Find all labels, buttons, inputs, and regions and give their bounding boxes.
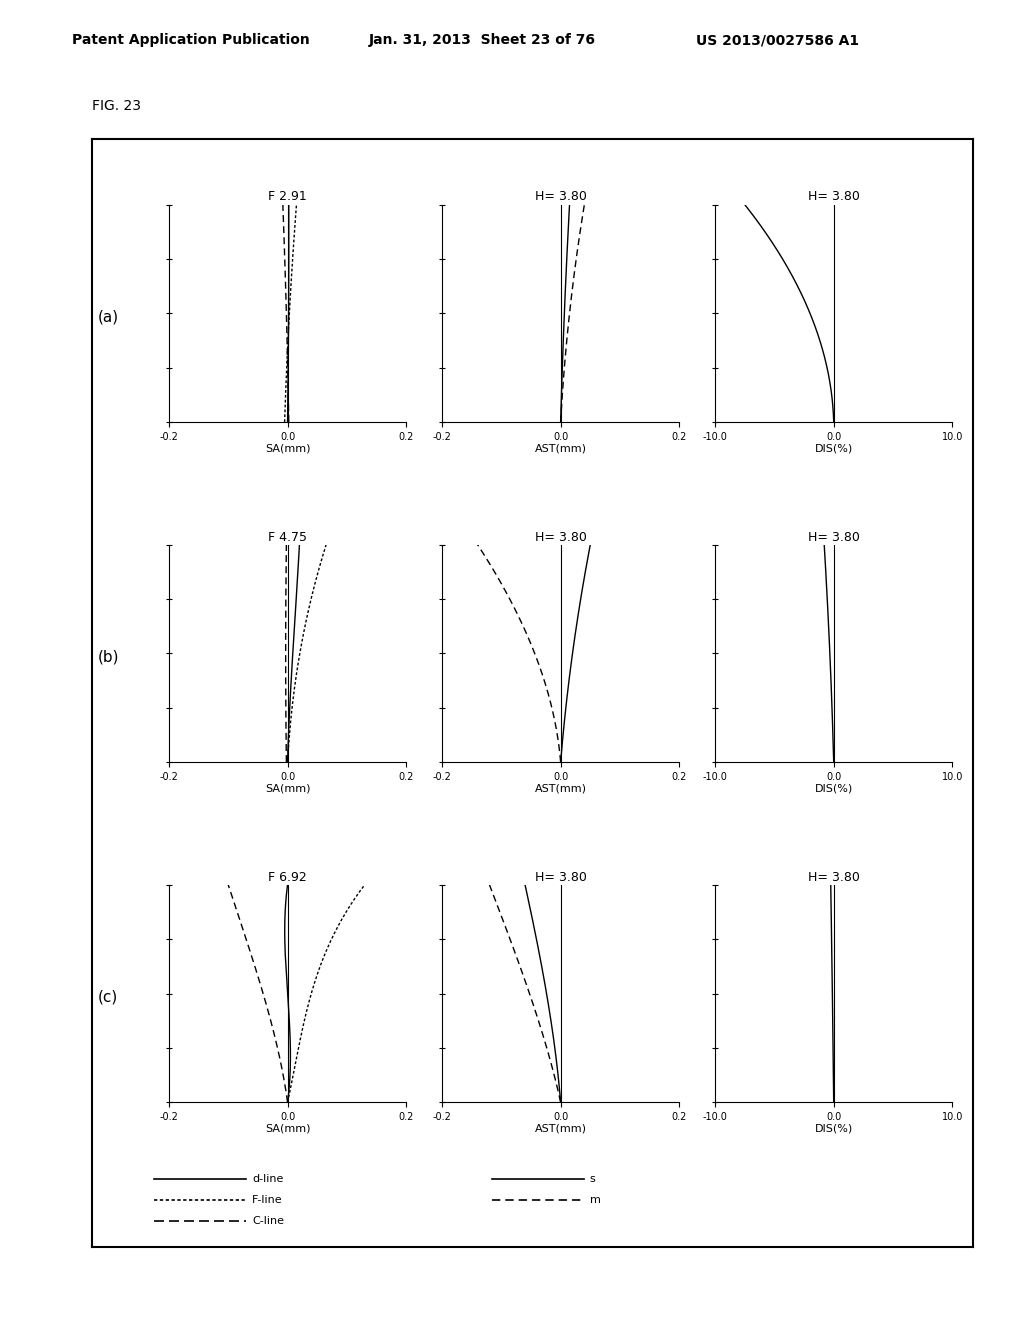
- Title: H= 3.80: H= 3.80: [535, 871, 587, 883]
- Text: (c): (c): [97, 989, 118, 1005]
- Title: F 6.92: F 6.92: [268, 871, 307, 883]
- Text: C-line: C-line: [252, 1216, 284, 1226]
- X-axis label: AST(mm): AST(mm): [535, 1123, 587, 1134]
- Text: d-line: d-line: [252, 1173, 284, 1184]
- Text: FIG. 23: FIG. 23: [92, 99, 141, 114]
- Text: Jan. 31, 2013  Sheet 23 of 76: Jan. 31, 2013 Sheet 23 of 76: [369, 33, 596, 48]
- Title: F 4.75: F 4.75: [268, 531, 307, 544]
- X-axis label: DIS(%): DIS(%): [814, 1123, 853, 1134]
- Text: m: m: [590, 1195, 601, 1205]
- X-axis label: AST(mm): AST(mm): [535, 783, 587, 793]
- Title: H= 3.80: H= 3.80: [535, 190, 587, 203]
- X-axis label: SA(mm): SA(mm): [265, 444, 310, 453]
- Text: (a): (a): [97, 309, 119, 325]
- X-axis label: SA(mm): SA(mm): [265, 783, 310, 793]
- Text: US 2013/0027586 A1: US 2013/0027586 A1: [696, 33, 859, 48]
- Title: H= 3.80: H= 3.80: [808, 871, 859, 883]
- Text: (b): (b): [97, 649, 119, 664]
- X-axis label: SA(mm): SA(mm): [265, 1123, 310, 1134]
- Text: Patent Application Publication: Patent Application Publication: [72, 33, 309, 48]
- Title: H= 3.80: H= 3.80: [808, 531, 859, 544]
- Title: F 2.91: F 2.91: [268, 190, 307, 203]
- Title: H= 3.80: H= 3.80: [808, 190, 859, 203]
- Title: H= 3.80: H= 3.80: [535, 531, 587, 544]
- X-axis label: DIS(%): DIS(%): [814, 783, 853, 793]
- X-axis label: AST(mm): AST(mm): [535, 444, 587, 453]
- Text: s: s: [590, 1173, 596, 1184]
- Text: F-line: F-line: [252, 1195, 283, 1205]
- X-axis label: DIS(%): DIS(%): [814, 444, 853, 453]
